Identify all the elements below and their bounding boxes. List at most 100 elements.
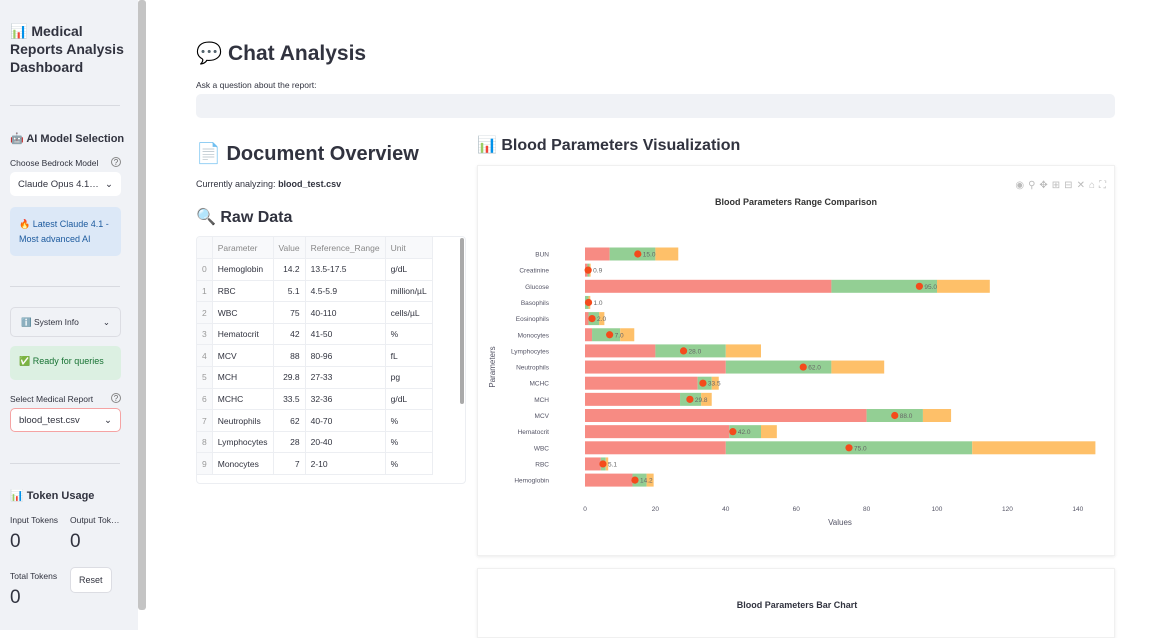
zoom-out-icon[interactable]: ⊟ (1064, 180, 1077, 191)
column-header[interactable]: Reference_Range (305, 237, 386, 260)
column-header[interactable]: Value (273, 237, 306, 260)
bar-normal (609, 247, 656, 261)
bar-high (599, 312, 605, 326)
raw-data-title: 🔍 Raw Data (196, 209, 293, 226)
table-cell: 80-96 (305, 344, 386, 368)
value-marker (891, 411, 899, 420)
table-cell: 9 (197, 452, 213, 476)
raw-data-table[interactable]: Parameter Value Reference_Range Unit 0 Hemogl… (196, 236, 466, 484)
bar-high (922, 409, 952, 422)
value-marker (606, 331, 614, 339)
chat-input[interactable] (196, 94, 1115, 118)
chat-prompt-label: Ask a question about the report: (196, 80, 317, 90)
help-icon[interactable]: ? (111, 157, 121, 167)
range-comparison-chart[interactable]: Blood Parameters Range Comparison 14.2 Hem… (477, 165, 1115, 556)
report-select[interactable]: blood_test.csv ⌄ (10, 408, 121, 432)
pan-icon[interactable]: ✥ (1039, 180, 1052, 191)
output-tokens-value: 0 (70, 531, 81, 552)
help-icon[interactable]: ? (111, 393, 121, 403)
system-info-expander[interactable]: ℹ️ System Info ⌄ (10, 307, 121, 337)
analyzing-label: Currently analyzing: (196, 179, 276, 189)
value-label: 29.8 (695, 397, 708, 404)
y-axis-label: Parameters (488, 346, 497, 387)
y-tick-label: MCH (534, 397, 549, 404)
model-section-heading: 🤖 AI Model Selection (10, 133, 125, 145)
table-cell: 14.2 (273, 258, 306, 281)
table-cell: 41-50 (305, 323, 386, 346)
table-cell: Hemoglobin (212, 258, 274, 281)
total-tokens-value: 0 (10, 587, 21, 608)
value-label: 7.0 (615, 332, 624, 339)
table-cell: pg (385, 366, 433, 389)
bar-low (585, 344, 656, 358)
y-tick-label: Neutrophils (516, 365, 550, 372)
sidebar: 📊 Medical Reports Analysis Dashboard 🤖 A… (0, 0, 138, 630)
column-header[interactable]: Unit (385, 237, 433, 260)
value-label: 5.1 (608, 461, 617, 468)
table-cell: 33.5 (273, 388, 306, 411)
column-header[interactable] (197, 237, 213, 260)
autoscale-icon[interactable]: ✕ (1076, 180, 1089, 191)
value-marker (634, 250, 642, 258)
bar-high (605, 457, 609, 471)
home-icon[interactable]: ⌂ (1088, 180, 1099, 191)
x-axis-label: Values (828, 518, 852, 527)
table-cell: 42 (273, 323, 306, 346)
output-tokens-label: Output Tok… (70, 515, 120, 525)
report-label: Select Medical Report (10, 394, 94, 404)
x-tick-label: 40 (722, 506, 730, 513)
chart-title: Blood Parameters Range Comparison (715, 197, 877, 207)
table-cell: 32-36 (305, 388, 386, 411)
value-marker (915, 282, 923, 290)
sidebar-title: 📊 Medical Reports Analysis Dashboard (10, 23, 124, 75)
bar-low (585, 392, 681, 406)
bar-low (585, 441, 726, 455)
zoom-icon[interactable]: ⚲ (1028, 180, 1040, 191)
y-tick-label: WBC (534, 445, 549, 452)
table-row: 6 MCHC 33.5 32-36 g/dL (197, 388, 433, 411)
bar-high (937, 279, 990, 293)
fullscreen-icon[interactable]: ⛶ (1099, 180, 1110, 191)
visualization-title: 📊 Blood Parameters Visualization (477, 137, 741, 154)
model-select[interactable]: Claude Opus 4.1… ⌄ (10, 172, 121, 196)
value-label: 14.2 (640, 478, 653, 485)
camera-icon[interactable]: ◉ (1015, 180, 1029, 191)
x-tick-label: 80 (863, 506, 871, 513)
table-cell: 88 (273, 344, 306, 368)
table-cell: 1 (197, 280, 213, 303)
value-marker (729, 428, 737, 436)
x-tick-label: 20 (652, 506, 660, 513)
input-tokens-value: 0 (10, 531, 21, 552)
table-row: 9 Monocytes 7 2-10% (197, 452, 433, 476)
table-row: 7 Neutrophils 62 40-70% (197, 409, 433, 432)
table-cell: cells/µL (385, 301, 433, 324)
column-header[interactable]: Parameter (212, 237, 274, 260)
bar-normal (729, 425, 761, 439)
document-overview-title: 📄 Document Overview (196, 143, 419, 165)
bar-normal (725, 360, 832, 374)
table-cell: 75 (273, 301, 306, 324)
bar-high (725, 344, 761, 358)
table-cell: % (385, 431, 433, 454)
value-label: 42.0 (738, 429, 751, 436)
table-row: 0 Hemoglobin 14.2 13.5-17.5 g/dL (197, 258, 433, 281)
sidebar-scrollbar[interactable] (138, 0, 146, 610)
table-cell: 62 (273, 409, 306, 432)
table-cell: 2 (197, 301, 213, 324)
reset-button[interactable]: Reset (70, 567, 112, 593)
y-tick-label: Hemoglobin (514, 478, 549, 485)
bar-high (655, 247, 679, 261)
zoom-in-icon[interactable]: ⊞ (1051, 180, 1065, 191)
table-row: 8 Lymphocytes 28 20-40% (197, 431, 433, 454)
x-tick-label: 100 (932, 506, 943, 513)
value-label: 88.0 (900, 413, 913, 420)
x-tick-label: 120 (1002, 506, 1013, 513)
y-tick-label: MCV (535, 413, 550, 420)
total-tokens-label: Total Tokens (10, 571, 58, 581)
table-cell: Hematocrit (212, 323, 274, 346)
table-scrollbar[interactable] (460, 238, 464, 404)
divider (10, 105, 120, 106)
table-cell: % (385, 323, 433, 346)
bar-low (585, 376, 698, 390)
y-tick-label: Creatinine (519, 268, 549, 275)
